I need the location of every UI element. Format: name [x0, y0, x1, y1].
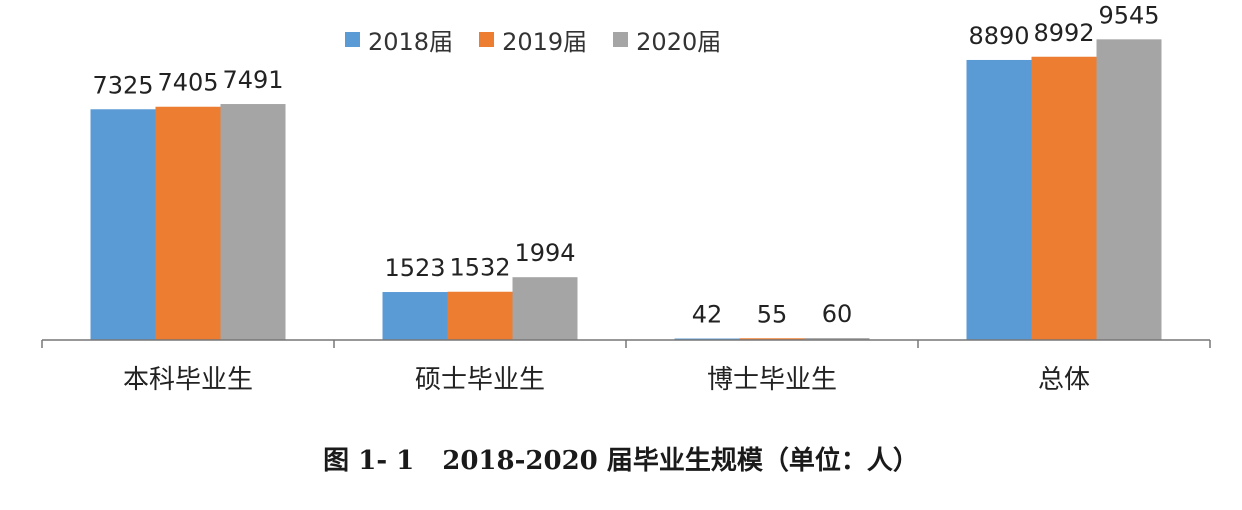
data-label-3-2019: 55 — [757, 300, 788, 328]
category-label-4: 总体 — [1038, 365, 1090, 395]
bar-2-2020 — [512, 277, 578, 340]
bar-3-2019 — [739, 338, 805, 340]
category-label-3: 博士毕业生 — [707, 365, 837, 395]
bar-1-2019 — [155, 106, 221, 341]
chart-legend: 2018届 2019届 2020届 — [345, 22, 721, 57]
category-label-1: 本科毕业生 — [123, 365, 253, 395]
bar-3-2020 — [804, 338, 870, 340]
figure-caption-text: 2018-2020 届毕业生规模（单位：人） — [442, 446, 919, 476]
bar-4-2018 — [966, 59, 1032, 341]
bar-1-2018 — [90, 109, 156, 340]
data-label-4-2020: 9545 — [1098, 1, 1159, 29]
data-label-2-2020: 1994 — [514, 239, 575, 267]
bar-1-2020 — [220, 104, 286, 340]
data-label-4-2018: 8890 — [968, 22, 1029, 50]
data-label-4-2019: 8992 — [1033, 19, 1094, 47]
legend-item-2018: 2018届 — [345, 22, 453, 57]
figure-caption-label: 图 1- 1 — [323, 446, 415, 476]
data-label-1-2018: 7325 — [92, 71, 153, 99]
data-label-3-2020: 60 — [822, 300, 853, 328]
legend-label-2018: 2018届 — [368, 28, 454, 56]
legend-swatch-2020 — [613, 32, 629, 47]
bar-4-2020 — [1096, 39, 1162, 341]
legend-swatch-2019 — [479, 32, 495, 47]
bar-2-2019 — [447, 291, 513, 340]
legend-item-2019: 2019届 — [479, 22, 587, 57]
bar-2-2018 — [382, 292, 448, 340]
bar-4-2019 — [1031, 56, 1097, 340]
legend-swatch-2018 — [345, 32, 360, 47]
data-label-2-2019: 1532 — [449, 254, 510, 282]
legend-label-2019: 2019届 — [502, 28, 588, 56]
figure-caption: 图 1- 1 2018-2020 届毕业生规模（单位：人） — [0, 440, 1242, 477]
data-label-2-2018: 1523 — [384, 254, 445, 282]
category-label-2: 硕士毕业生 — [415, 365, 545, 395]
data-label-3-2018: 42 — [692, 301, 723, 329]
legend-label-2020: 2020届 — [636, 28, 722, 56]
data-label-1-2020: 7491 — [222, 66, 283, 94]
legend-item-2020: 2020届 — [613, 22, 721, 57]
data-label-1-2019: 7405 — [157, 69, 218, 97]
